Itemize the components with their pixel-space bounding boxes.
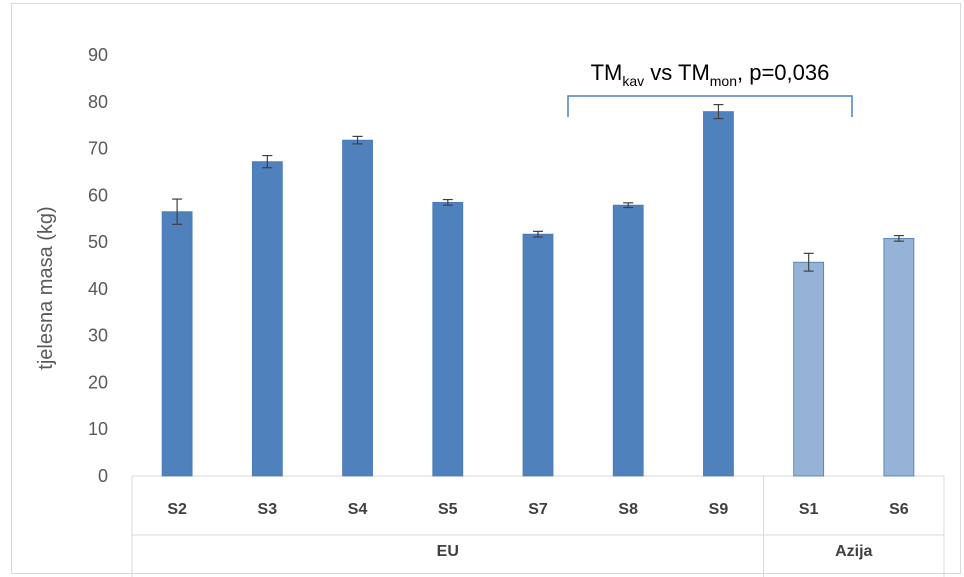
bars <box>161 111 915 477</box>
bar <box>612 204 644 477</box>
annotation-mid: vs TM <box>644 60 710 85</box>
y-tick-label: 20 <box>88 372 108 392</box>
y-tick-label: 10 <box>88 419 108 439</box>
bar <box>703 111 734 477</box>
bar <box>522 233 554 477</box>
category-label: S8 <box>618 501 638 518</box>
category-label: S3 <box>258 501 278 518</box>
category-label: S9 <box>709 501 729 518</box>
y-tick-label: 80 <box>88 92 108 112</box>
y-tick-label: 40 <box>88 279 108 299</box>
group-label: Azija <box>835 543 872 560</box>
error-bars <box>172 103 904 272</box>
group-labels: EU Azija <box>437 543 873 560</box>
annotation-prefix: TM <box>591 60 623 85</box>
bar <box>793 261 825 477</box>
category-label: S5 <box>438 501 458 518</box>
group-label: EU <box>437 543 459 560</box>
y-tick-label: 70 <box>88 139 108 159</box>
category-label: S6 <box>889 501 909 518</box>
bar <box>883 237 915 477</box>
significance-bracket <box>567 95 853 117</box>
category-label: S7 <box>528 501 548 518</box>
bar <box>342 139 373 477</box>
bar <box>161 211 193 477</box>
category-label: S2 <box>167 501 187 518</box>
y-tick-labels: 0 10 20 30 40 50 60 70 80 90 <box>88 45 108 486</box>
y-tick-label: 90 <box>88 45 108 65</box>
y-tick-label: 60 <box>88 185 108 205</box>
bar <box>432 201 464 477</box>
category-labels: S2 S3 S4 S5 S7 S8 S9 S1 S6 <box>167 501 908 518</box>
y-tick-label: 50 <box>88 232 108 252</box>
y-axis-title: tjelesna masa (kg) <box>35 206 57 369</box>
category-label: S4 <box>348 501 368 518</box>
category-label: S1 <box>799 501 819 518</box>
y-tick-label: 0 <box>98 466 108 486</box>
annotation-suffix: , p=0,036 <box>737 60 829 85</box>
annotation-sub1: kav <box>622 73 644 89</box>
bar <box>251 161 283 477</box>
significance-annotation: TMkav vs TMmon, p=0,036 <box>591 60 830 89</box>
y-tick-label: 30 <box>88 326 108 346</box>
annotation-sub2: mon <box>710 73 737 89</box>
